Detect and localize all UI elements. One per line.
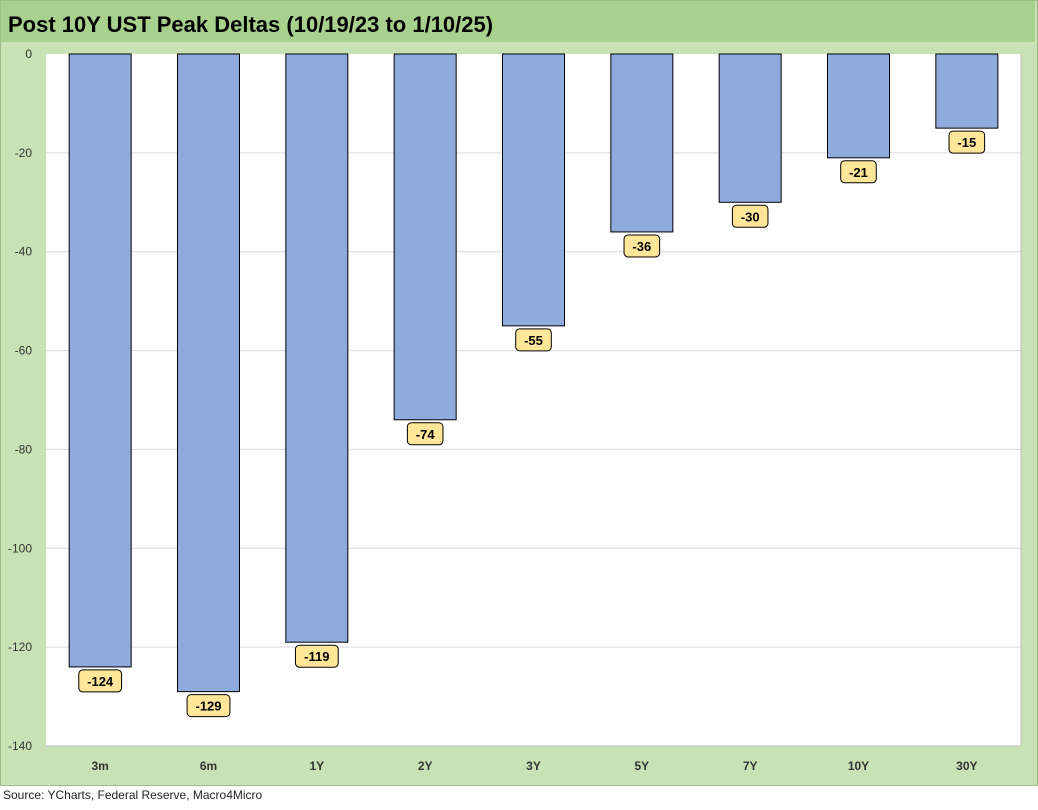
bar-3y xyxy=(502,53,565,327)
data-label: -30 xyxy=(741,209,760,224)
y-tick-label: -60 xyxy=(15,344,33,358)
x-tick-label: 7Y xyxy=(743,759,758,773)
x-tick-label: 10Y xyxy=(848,759,869,773)
data-label-box xyxy=(406,422,444,446)
data-label: -55 xyxy=(524,333,543,348)
data-label: -119 xyxy=(304,649,329,664)
data-label-box xyxy=(840,160,877,184)
data-label: -129 xyxy=(195,699,221,714)
x-tick-label: 30Y xyxy=(956,759,977,773)
data-label-box xyxy=(78,669,123,693)
data-label-box xyxy=(623,234,661,258)
data-label-box xyxy=(294,644,339,668)
data-label: -21 xyxy=(849,165,868,180)
y-tick-label: -140 xyxy=(8,739,32,753)
bar-7y xyxy=(718,53,782,203)
x-tick-label: 5Y xyxy=(634,759,649,773)
data-label-box xyxy=(515,328,552,352)
x-axis-ticks: 3m 6m 1Y 2Y 3Y 5Y 7Y 10Y 30Y xyxy=(91,759,977,773)
bar-1y xyxy=(285,53,349,643)
y-tick-label: -120 xyxy=(8,640,32,654)
data-labels: -124 -129 -119 -74 -55 -36 -30 -21 -15 xyxy=(78,130,986,718)
data-label: -74 xyxy=(416,427,436,442)
bar-2y xyxy=(393,53,457,421)
data-label: -36 xyxy=(632,239,651,254)
title-bar: Post 10Y UST Peak Deltas (10/19/23 to 1/… xyxy=(1,1,1035,42)
chart-title: Post 10Y UST Peak Deltas (10/19/23 to 1/… xyxy=(8,12,494,37)
y-tick-label: -40 xyxy=(15,245,33,259)
data-label: -15 xyxy=(957,135,976,150)
bar-30y xyxy=(935,53,999,129)
x-tick-label: 3m xyxy=(91,759,108,773)
y-tick-label: 0 xyxy=(25,47,32,61)
y-tick-label: -100 xyxy=(8,541,32,555)
bar-6m xyxy=(177,53,240,693)
data-label-box xyxy=(186,694,231,718)
y-tick-label: -20 xyxy=(15,146,33,160)
y-tick-label: -80 xyxy=(15,442,33,456)
bar-chart: 0 -20 -40 -60 -80 -100 -120 -140 -124 -129 -119 -7… xyxy=(8,47,1022,773)
bar-5y xyxy=(610,53,674,233)
bar-10y xyxy=(827,53,890,159)
x-tick-label: 6m xyxy=(200,759,217,773)
source-note: Source: YCharts, Federal Reserve, Macro4… xyxy=(3,788,263,802)
x-tick-label: 1Y xyxy=(309,759,324,773)
x-tick-label: 2Y xyxy=(418,759,433,773)
data-label: -124 xyxy=(87,674,114,689)
y-axis-ticks: 0 -20 -40 -60 -80 -100 -120 -140 xyxy=(8,47,32,753)
data-label-box xyxy=(731,204,769,228)
x-tick-label: 3Y xyxy=(526,759,541,773)
bar-3m xyxy=(68,53,132,668)
bars xyxy=(68,53,999,693)
data-label-box xyxy=(948,130,986,154)
